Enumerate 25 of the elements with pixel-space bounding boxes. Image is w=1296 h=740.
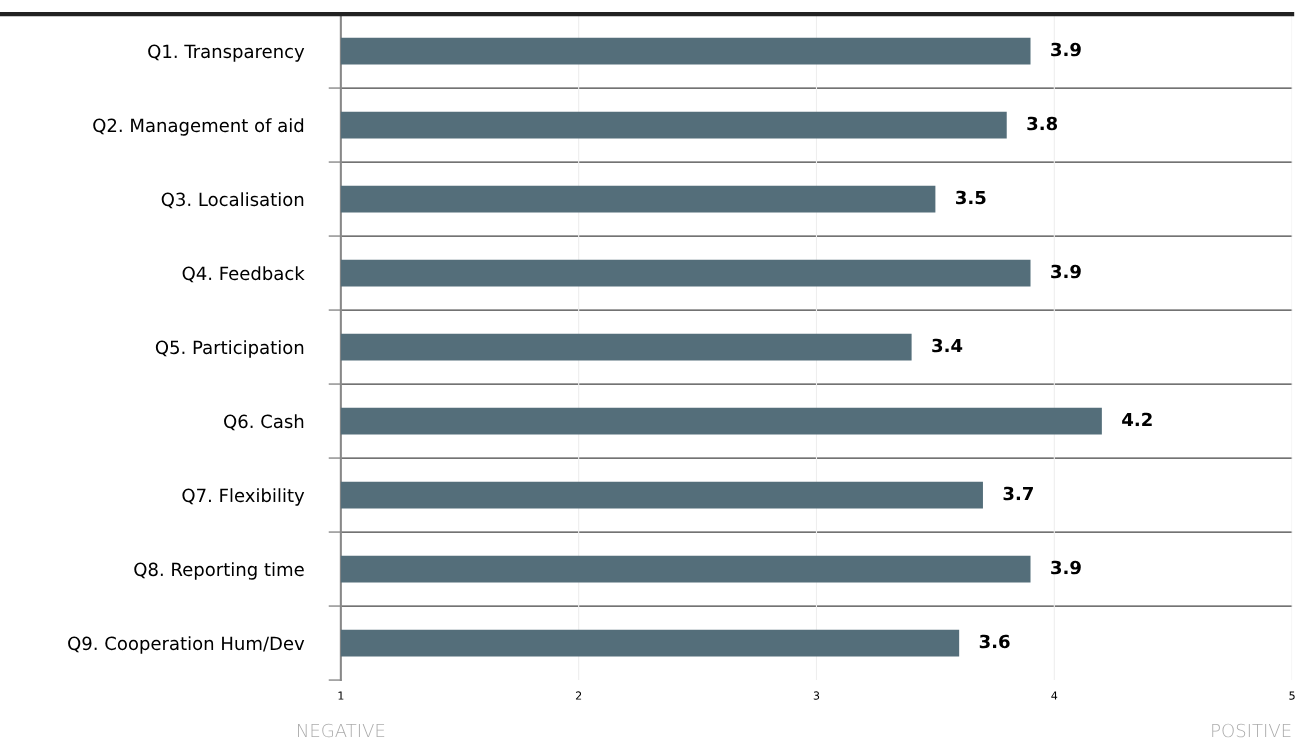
y-tick-label: Q7. Flexibility: [182, 488, 305, 506]
y-tick-label: Q4. Feedback: [182, 266, 305, 283]
text: NEGATIVE: [298, 723, 385, 738]
data-label: 4.2: [1122, 412, 1152, 427]
y-tick-label: Q2. Management of aid: [93, 118, 304, 136]
y-tick-label: Q3. Localisation: [161, 192, 304, 209]
data-label: 3.4: [932, 338, 963, 353]
y-tick-label: Q9. Cooperation Hum/Dev: [68, 636, 305, 654]
data-label: 3.8: [1027, 116, 1058, 131]
data-label: 3.6: [979, 634, 1010, 649]
y-tick-label: Q1. Transparency: [148, 44, 305, 62]
x-tick-label: 3: [813, 691, 820, 700]
data-label: 3.9: [1051, 560, 1081, 575]
text: POSITIVE: [1212, 723, 1291, 738]
y-tick-label: Q8. Reporting time: [134, 562, 304, 580]
data-label: 3.9: [1051, 264, 1081, 279]
data-label: 3.7: [1003, 486, 1033, 501]
y-tick-label: Q5. Participation: [155, 340, 304, 358]
x-tick-label: 1: [338, 691, 344, 700]
y-tick-label: Q6. Cash: [224, 414, 304, 431]
x-tick-label: 2: [575, 691, 582, 700]
data-label: 3.5: [956, 190, 986, 205]
data-label: 3.9: [1051, 42, 1081, 57]
x-tick-label: 4: [1051, 691, 1058, 700]
x-tick-label: 5: [1289, 691, 1295, 700]
